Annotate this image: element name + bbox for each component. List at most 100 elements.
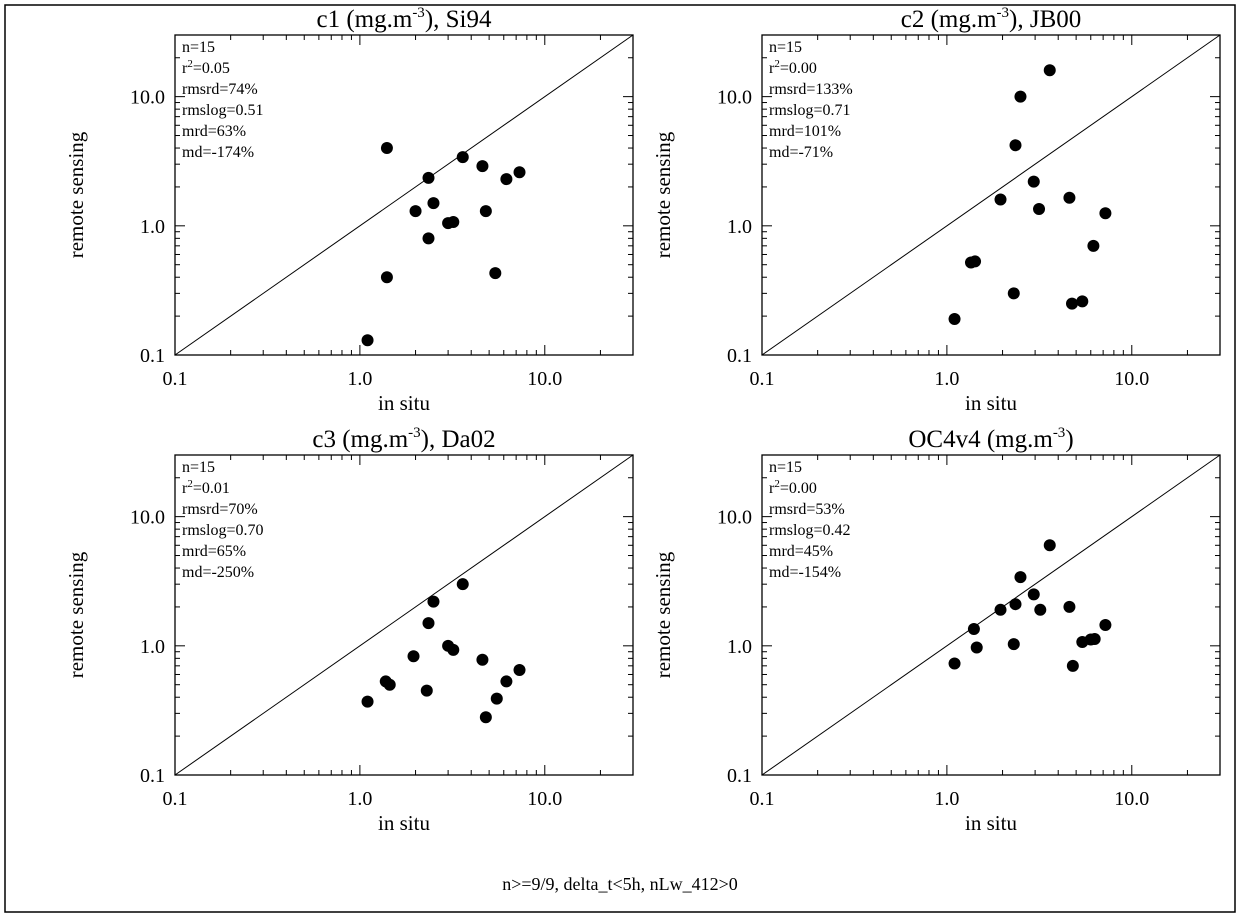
y-tick-label: 1.0 bbox=[727, 216, 752, 238]
y-tick-label: 10.0 bbox=[717, 87, 752, 109]
data-point bbox=[422, 171, 435, 184]
stats-box: n=15 r2=0.05 rmsrd=74% rmslog=0.51 mrd=6… bbox=[182, 39, 263, 161]
stat-rmsrd: rmsrd=74% bbox=[182, 81, 258, 98]
data-point bbox=[1033, 202, 1046, 215]
stat-n: n=15 bbox=[182, 39, 215, 56]
title-superscript: -3 bbox=[1053, 425, 1066, 441]
title-superscript: -3 bbox=[412, 5, 425, 21]
one-to-one-line bbox=[761, 34, 1221, 356]
stat-r2-prefix: r bbox=[182, 480, 188, 497]
title-main: c3 (mg.m bbox=[312, 426, 408, 453]
stats-box: n=15 r2=0.00 rmsrd=53% rmslog=0.42 mrd=4… bbox=[769, 459, 850, 581]
data-point bbox=[1007, 287, 1020, 300]
y-ticks: 0.1 1.0 10.0 bbox=[717, 454, 1220, 787]
one-to-one-line bbox=[761, 454, 1221, 776]
stat-rmslog: rmslog=0.71 bbox=[769, 102, 850, 119]
data-point bbox=[447, 643, 460, 656]
data-point bbox=[456, 151, 469, 164]
data-point bbox=[1088, 632, 1101, 645]
title-main: c1 (mg.m bbox=[316, 6, 412, 33]
stat-r2-superscript: 2 bbox=[187, 478, 193, 490]
data-point bbox=[427, 197, 440, 210]
stats-box: n=15 r2=0.01 rmsrd=70% rmslog=0.70 mrd=6… bbox=[182, 459, 263, 581]
x-tick-label: 10.0 bbox=[1114, 368, 1149, 390]
data-point bbox=[948, 312, 961, 325]
data-point bbox=[489, 267, 502, 280]
data-point bbox=[407, 650, 420, 663]
data-point bbox=[490, 692, 503, 705]
data-point bbox=[422, 232, 435, 245]
panel-title: c2 (mg.m-3), JB00 bbox=[901, 5, 1082, 33]
data-point bbox=[500, 675, 513, 688]
stat-n: n=15 bbox=[182, 459, 215, 476]
title-superscript: -3 bbox=[408, 425, 421, 441]
data-point bbox=[380, 142, 393, 155]
x-tick-label: 0.1 bbox=[163, 788, 188, 810]
stat-r2: r2=0.05 bbox=[182, 58, 230, 77]
panel-c2: c2 (mg.m-3), JB00 0.1 1.0 10.0 0.11.010.0 … bbox=[651, 5, 1221, 415]
data-point bbox=[1009, 598, 1022, 611]
y-tick-label: 1.0 bbox=[140, 216, 165, 238]
figure-frame bbox=[4, 4, 1236, 913]
x-ticks: 0.1 1.0 10.0 bbox=[163, 35, 634, 390]
panel-oc4v4: OC4v4 (mg.m-3) 0.1 1.0 10.0 0.1 1.0 10.0 in … bbox=[651, 425, 1221, 835]
data-point bbox=[380, 271, 393, 284]
stat-r2-value: =0.00 bbox=[780, 480, 817, 497]
x-tick-label: 10.0 bbox=[1114, 788, 1149, 810]
title-superscript: -3 bbox=[997, 5, 1010, 21]
y-ticks: 0.1 1.0 10.0 bbox=[130, 34, 633, 367]
title-main: OC4v4 (mg.m bbox=[908, 426, 1053, 453]
data-point bbox=[361, 695, 374, 708]
panel-title: c1 (mg.m-3), Si94 bbox=[316, 5, 492, 33]
data-point bbox=[1034, 603, 1047, 616]
data-point bbox=[1099, 207, 1112, 220]
stat-mrd: mrd=63% bbox=[182, 123, 246, 140]
data-point bbox=[409, 205, 422, 218]
data-point bbox=[383, 678, 396, 691]
y-tick-label: 0.1 bbox=[727, 765, 752, 787]
x-tick-label: 1.0 bbox=[347, 368, 372, 390]
data-point bbox=[1043, 539, 1056, 552]
title-tail: ) bbox=[1065, 426, 1073, 453]
x-tick-label: 1.0 bbox=[347, 788, 372, 810]
panel-title: OC4v4 (mg.m-3) bbox=[908, 425, 1073, 453]
data-point bbox=[422, 617, 435, 630]
x-axis-label: in situ bbox=[965, 811, 1017, 835]
stat-n: n=15 bbox=[769, 459, 802, 476]
title-main: c2 (mg.m bbox=[901, 6, 997, 33]
x-axis-label: in situ bbox=[378, 391, 430, 415]
stat-r2: r2=0.00 bbox=[769, 478, 817, 497]
stat-rmslog: rmslog=0.70 bbox=[182, 522, 263, 539]
stat-md: md=-250% bbox=[182, 564, 254, 581]
y-tick-label: 0.1 bbox=[140, 345, 165, 367]
y-tick-label: 10.0 bbox=[130, 87, 165, 109]
points bbox=[361, 578, 526, 724]
points bbox=[361, 142, 526, 347]
data-point bbox=[447, 216, 460, 229]
title-tail: ), Da02 bbox=[421, 426, 496, 453]
x-tick-label: 1.0 bbox=[934, 788, 959, 810]
x-tick-label: 0.1 bbox=[750, 368, 775, 390]
one-to-one-line bbox=[174, 34, 634, 356]
data-point bbox=[1007, 638, 1020, 651]
data-point bbox=[513, 663, 526, 676]
stat-rmsrd: rmsrd=133% bbox=[769, 81, 853, 98]
stats-box: n=15 r2=0.00 rmsrd=133% rmslog=0.71 mrd=… bbox=[769, 39, 853, 161]
data-point bbox=[994, 193, 1007, 206]
data-point bbox=[1027, 588, 1040, 601]
y-axis-label: remote sensing bbox=[651, 551, 675, 678]
stat-rmslog: rmslog=0.51 bbox=[182, 102, 263, 119]
plot-area bbox=[761, 34, 1221, 356]
x-tick-label: 1.0 bbox=[934, 368, 959, 390]
stat-r2-prefix: r bbox=[769, 60, 775, 77]
x-ticks: 0.1 1.0 10.0 bbox=[750, 455, 1221, 810]
title-tail: ), Si94 bbox=[425, 6, 492, 33]
x-ticks: 0.1 1.0 10.0 bbox=[750, 35, 1221, 390]
stat-md: md=-174% bbox=[182, 144, 254, 161]
x-axis-label: in situ bbox=[965, 391, 1017, 415]
y-tick-label: 10.0 bbox=[130, 507, 165, 529]
data-point bbox=[1066, 659, 1079, 672]
data-point bbox=[479, 711, 492, 724]
data-point bbox=[1063, 600, 1076, 613]
